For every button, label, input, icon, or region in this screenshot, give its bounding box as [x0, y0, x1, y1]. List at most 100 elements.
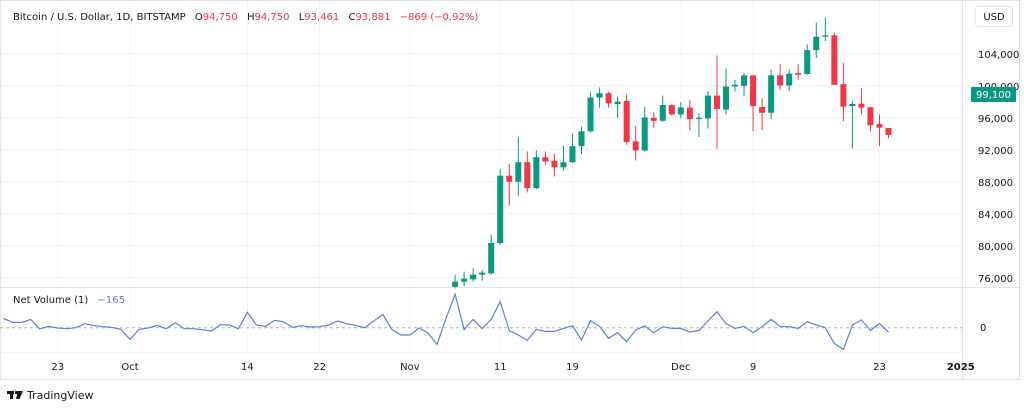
close-value: 93,881 — [355, 12, 390, 23]
candle-body — [759, 107, 766, 113]
candle — [452, 274, 459, 289]
candle — [759, 98, 766, 131]
price-axis[interactable]: 104,000100,00096,00092,00088,00084,00080… — [978, 50, 1019, 285]
candle-body — [650, 117, 657, 121]
time-tick-label: 22 — [313, 362, 326, 373]
candle — [479, 269, 486, 281]
candle-body — [867, 107, 874, 126]
candle-body — [623, 100, 630, 143]
candle — [569, 133, 576, 163]
candle-body — [578, 131, 585, 147]
candle-body — [470, 274, 477, 280]
candle — [488, 234, 495, 275]
candle-body — [542, 157, 549, 162]
candle — [461, 271, 468, 287]
grid — [0, 0, 962, 352]
time-axis[interactable]: 23 Oct 14 22 Nov 11 19 Dec 9 23 2025 — [51, 362, 974, 373]
candle — [822, 17, 829, 42]
currency-label: USD — [983, 12, 1005, 23]
price-tick-label: 88,000 — [978, 178, 1013, 189]
candle — [741, 73, 748, 96]
currency-button[interactable]: USD — [975, 6, 1013, 27]
candle-body — [641, 117, 648, 151]
candle-body — [813, 36, 820, 51]
candle — [695, 113, 702, 137]
net-volume-line — [3, 292, 889, 351]
candle-body — [488, 243, 495, 274]
candle-body — [551, 160, 558, 168]
candle — [560, 145, 567, 171]
candle-body — [560, 162, 567, 168]
candle-body — [849, 104, 856, 106]
indicator-legend[interactable]: Net Volume (1) −165 — [13, 295, 125, 306]
candle-body — [786, 73, 793, 86]
candle-body — [713, 95, 720, 110]
time-tick-label: Oct — [121, 362, 138, 373]
candle-body — [876, 124, 883, 128]
candle — [831, 32, 838, 85]
last-price-value: 99,100 — [976, 90, 1011, 101]
symbol-title[interactable]: Bitcoin / U.S. Dollar, 1D, BITSTAMP — [13, 12, 186, 23]
candle — [470, 268, 477, 282]
candle — [804, 44, 811, 75]
candle — [786, 69, 793, 91]
candle-body — [722, 86, 729, 110]
candle — [533, 150, 540, 190]
candle-body — [668, 105, 675, 115]
candle-body — [533, 157, 540, 189]
candle-body — [885, 128, 892, 135]
chart-border — [0, 0, 1020, 380]
candle — [623, 94, 630, 145]
brand-name: TradingView — [26, 389, 93, 402]
candle — [668, 104, 675, 116]
indicator-value: −165 — [97, 295, 124, 306]
candle-body — [741, 75, 748, 86]
time-tick-label: 19 — [566, 362, 579, 373]
candle — [542, 151, 549, 165]
candle — [497, 168, 504, 245]
price-tick-label: 92,000 — [978, 146, 1013, 157]
candle-body — [587, 97, 594, 132]
high-value: 94,750 — [255, 12, 290, 23]
candle-body — [795, 73, 802, 75]
tradingview-logo-icon — [7, 390, 23, 399]
price-tick-label: 96,000 — [978, 114, 1013, 125]
candle — [750, 74, 757, 132]
price-tick-label: 104,000 — [978, 50, 1019, 61]
candle-body — [506, 175, 513, 182]
candles — [452, 17, 892, 289]
candle — [813, 22, 820, 58]
candle-body — [461, 278, 468, 282]
candle-body — [777, 75, 784, 86]
candle — [578, 126, 585, 154]
candle — [506, 163, 513, 206]
candle-body — [732, 84, 739, 87]
candle — [551, 153, 558, 177]
candle-body — [452, 281, 459, 287]
time-tick-label: 23 — [873, 362, 886, 373]
open-value: 94,750 — [203, 12, 238, 23]
tradingview-logo[interactable]: TradingView — [7, 389, 93, 402]
candle-body — [704, 95, 711, 119]
candle — [632, 125, 639, 161]
time-tick-label: Nov — [400, 362, 420, 373]
candle-body — [695, 117, 702, 120]
candle — [867, 106, 874, 132]
volume-zero-label: 0 — [980, 323, 986, 334]
candle — [659, 95, 666, 122]
candle — [768, 69, 775, 120]
candle — [876, 114, 883, 147]
candle — [686, 100, 693, 131]
time-tick-label: 2025 — [947, 362, 975, 373]
candle — [722, 68, 729, 115]
last-price-badge — [971, 87, 1016, 102]
candle — [858, 88, 865, 115]
candle-body — [804, 50, 811, 74]
candle-body — [677, 107, 684, 115]
candle-body — [497, 175, 504, 243]
legend: Bitcoin / U.S. Dollar, 1D, BITSTAMP O94,… — [13, 12, 478, 23]
candle-body — [659, 105, 666, 121]
candle — [524, 151, 531, 193]
candle-body — [596, 93, 603, 98]
